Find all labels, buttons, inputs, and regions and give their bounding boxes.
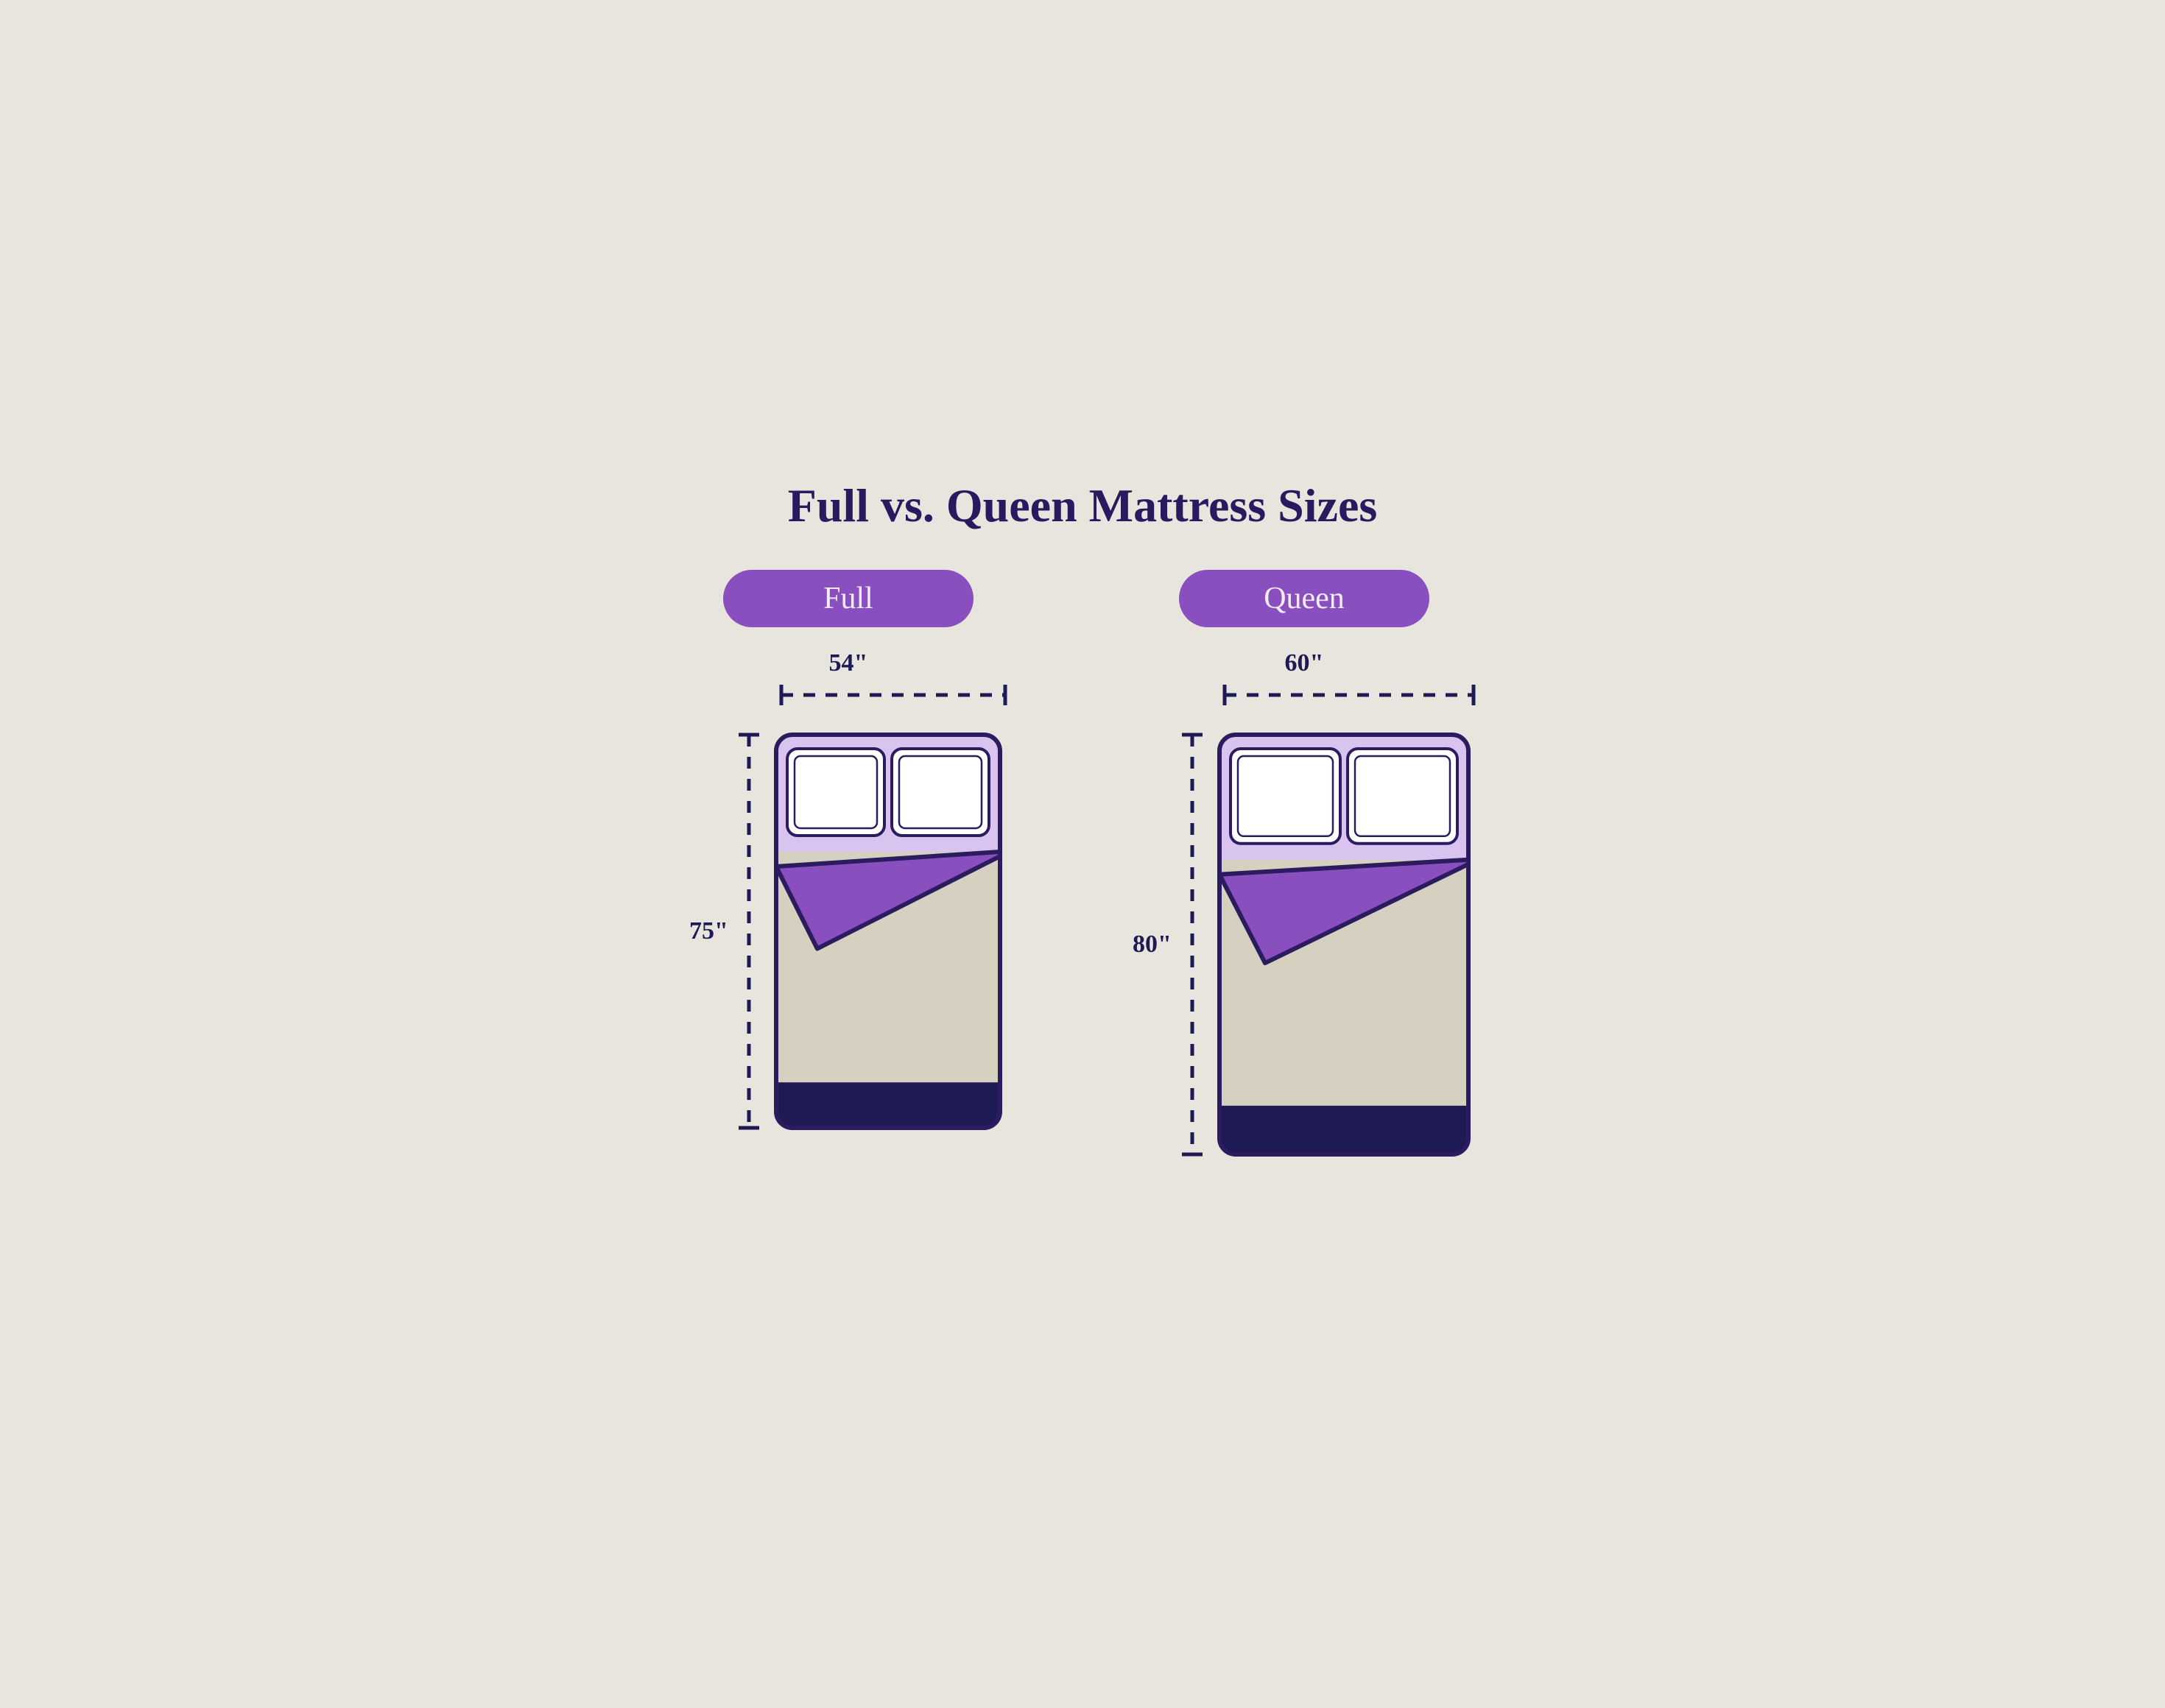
- width-label-full: 54": [829, 649, 868, 677]
- page-title: Full vs. Queen Mattress Sizes: [788, 479, 1378, 533]
- mattress-row: Full 54" 75" Queen 60": [585, 570, 1580, 1157]
- height-ruler-full: [737, 733, 761, 1130]
- height-label-full: 75": [689, 917, 728, 945]
- mattress-block-queen: Queen 60" 80": [1133, 570, 1476, 1157]
- height-section-full: 75": [689, 733, 761, 1130]
- bed-illustration-queen: [1217, 733, 1471, 1157]
- label-pill-full: Full: [723, 570, 974, 627]
- diagram-queen: 80": [1133, 683, 1476, 1157]
- width-label-queen: 60": [1285, 649, 1324, 677]
- height-label-queen: 80": [1133, 931, 1172, 959]
- infographic-container: Full vs. Queen Mattress Sizes Full 54" 7…: [541, 427, 1624, 1281]
- bed-illustration-full: [774, 733, 1002, 1130]
- height-ruler-queen: [1180, 733, 1204, 1157]
- width-ruler-full: [779, 683, 1007, 707]
- label-pill-queen: Queen: [1179, 570, 1429, 627]
- width-ruler-queen: [1222, 683, 1476, 707]
- diagram-full: 75": [689, 683, 1007, 1130]
- mattress-block-full: Full 54" 75": [689, 570, 1007, 1157]
- height-section-queen: 80": [1133, 733, 1204, 1157]
